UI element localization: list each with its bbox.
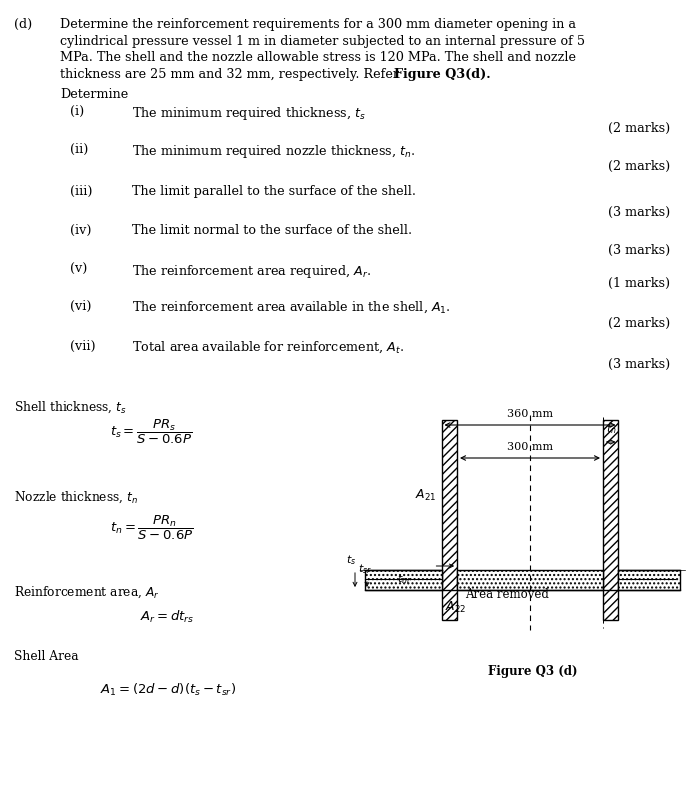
Text: The reinforcement area available in the shell, $A_1$.: The reinforcement area available in the …: [132, 300, 451, 315]
Bar: [441, 420, 457, 620]
Text: Shell Area: Shell Area: [14, 650, 78, 663]
Text: $t_{sr}$: $t_{sr}$: [358, 562, 372, 576]
Text: The limit normal to the surface of the shell.: The limit normal to the surface of the s…: [132, 224, 412, 237]
Text: The minimum required thickness, $t_s$: The minimum required thickness, $t_s$: [132, 105, 366, 122]
Text: (i): (i): [70, 105, 84, 118]
Text: The minimum required nozzle thickness, $t_n$.: The minimum required nozzle thickness, $…: [132, 143, 415, 160]
Text: Determine the reinforcement requirements for a 300 mm diameter opening in a: Determine the reinforcement requirements…: [60, 18, 576, 31]
Text: The limit parallel to the surface of the shell.: The limit parallel to the surface of the…: [132, 185, 416, 198]
Text: The reinforcement area required, $A_r$.: The reinforcement area required, $A_r$.: [132, 263, 371, 280]
Text: Nozzle thickness, $t_n$: Nozzle thickness, $t_n$: [14, 490, 138, 505]
Text: (ii): (ii): [70, 143, 88, 156]
Text: (2 marks): (2 marks): [608, 122, 670, 135]
Text: $t_n$: $t_n$: [606, 422, 617, 436]
Text: (3 marks): (3 marks): [608, 206, 670, 219]
Bar: [457, 570, 603, 590]
Text: Determine: Determine: [60, 88, 128, 101]
Text: $A_{21}$: $A_{21}$: [415, 488, 437, 503]
Text: thickness are 25 mm and 32 mm, respectively. Refer: thickness are 25 mm and 32 mm, respectiv…: [60, 68, 403, 80]
Text: 300 mm: 300 mm: [507, 442, 553, 452]
Text: (3 marks): (3 marks): [608, 244, 670, 257]
Text: $A_r = dt_{rs}$: $A_r = dt_{rs}$: [140, 609, 194, 625]
Text: (iv): (iv): [70, 224, 92, 237]
Text: Figure Q3(d).: Figure Q3(d).: [394, 68, 491, 80]
Text: Total area available for reinforcement, $A_t$.: Total area available for reinforcement, …: [132, 340, 404, 355]
Bar: [618, 570, 680, 590]
Bar: [365, 570, 441, 590]
Text: $t_s$: $t_s$: [346, 553, 356, 567]
Bar: [603, 420, 618, 620]
Text: Figure Q3 (d): Figure Q3 (d): [488, 665, 577, 678]
Text: (d): (d): [14, 18, 32, 31]
Text: (vii): (vii): [70, 340, 96, 353]
Text: Reinforcement area, $A_r$: Reinforcement area, $A_r$: [14, 585, 160, 600]
Text: (2 marks): (2 marks): [608, 317, 670, 330]
Text: MPa. The shell and the nozzle allowable stress is 120 MPa. The shell and nozzle: MPa. The shell and the nozzle allowable …: [60, 51, 576, 64]
Text: $t_n = \dfrac{PR_n}{S-0.6P}$: $t_n = \dfrac{PR_n}{S-0.6P}$: [110, 514, 194, 542]
Text: (1 marks): (1 marks): [608, 277, 670, 290]
Text: (3 marks): (3 marks): [608, 358, 670, 371]
Text: $t_{nr}$: $t_{nr}$: [396, 572, 412, 585]
Text: (iii): (iii): [70, 185, 92, 198]
Text: cylindrical pressure vessel 1 m in diameter subjected to an internal pressure of: cylindrical pressure vessel 1 m in diame…: [60, 35, 585, 47]
Text: $t_s = \dfrac{PR_s}{S-0.6P}$: $t_s = \dfrac{PR_s}{S-0.6P}$: [110, 418, 192, 446]
Text: (vi): (vi): [70, 300, 92, 313]
Text: $A_{22}$: $A_{22}$: [445, 600, 466, 615]
Text: (2 marks): (2 marks): [608, 160, 670, 173]
Text: Shell thickness, $t_s$: Shell thickness, $t_s$: [14, 400, 127, 415]
Text: $A_1 = (2d-d)(t_s - t_{sr})$: $A_1 = (2d-d)(t_s - t_{sr})$: [100, 682, 236, 698]
Text: 360 mm: 360 mm: [507, 409, 553, 419]
Text: Area removed: Area removed: [465, 588, 549, 600]
Text: (v): (v): [70, 263, 87, 276]
